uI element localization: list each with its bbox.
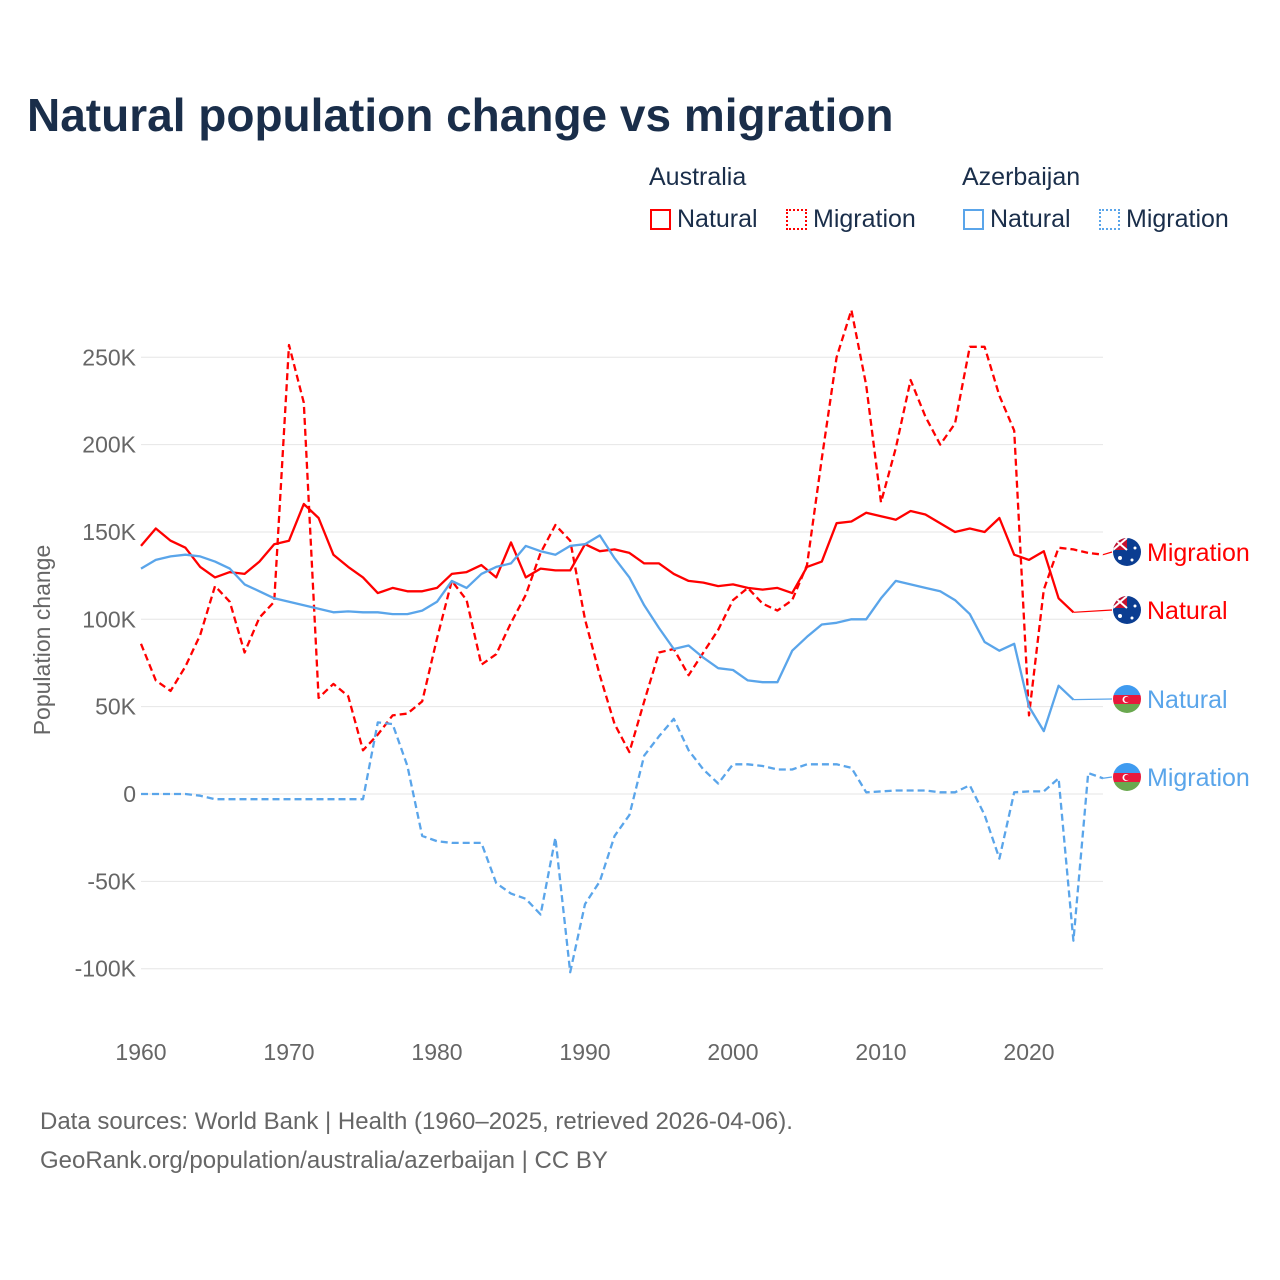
series-connector [1073, 698, 1113, 701]
legend-label: Migration [813, 205, 916, 233]
series-end-label: Natural [1147, 597, 1228, 625]
series-end-label: Migration [1147, 764, 1250, 792]
solid-swatch-icon [963, 209, 984, 230]
series-line-azerbaijan-natural [140, 534, 1075, 733]
series-end-label: Natural [1147, 686, 1228, 714]
flag-star [1133, 604, 1137, 608]
x-tick-label: 1990 [559, 1039, 610, 1065]
series-line-australia-natural [140, 502, 1075, 614]
flag-stripe-green [1113, 704, 1141, 713]
series-connector [1102, 776, 1113, 779]
y-tick-label: -50K [87, 868, 136, 894]
series-line-australia-migration [139, 308, 1104, 754]
y-tick-label: 250K [82, 344, 136, 370]
dotted-swatch-icon [786, 209, 807, 230]
legend-azerbaijan-natural[interactable]: Natural [963, 205, 1071, 234]
australia-flag-icon [1113, 596, 1141, 624]
flag-crescent-cut [1124, 696, 1130, 703]
y-tick-label: 0 [123, 781, 136, 807]
solid-swatch-icon [650, 209, 671, 230]
flag-star [1133, 546, 1137, 550]
y-tick-label: 200K [82, 432, 136, 458]
series-connector [1102, 551, 1113, 556]
x-tick-label: 2020 [1003, 1039, 1054, 1065]
legend-group-azerbaijan: Azerbaijan [962, 163, 1081, 191]
series-end-label: Migration [1147, 539, 1250, 567]
flag-crescent-cut [1124, 774, 1130, 781]
y-axis-label: Population change [29, 545, 55, 736]
flag-stripe-blue [1113, 763, 1141, 773]
australia-flag-icon [1113, 538, 1141, 566]
y-tick-label: 150K [82, 519, 136, 545]
x-tick-label: 1970 [263, 1039, 314, 1065]
flag-body [1113, 596, 1141, 624]
series-connector [1073, 609, 1113, 613]
chart-title: Natural population change vs migration [27, 89, 894, 141]
flag-body [1113, 538, 1141, 566]
flag-body [1113, 763, 1141, 791]
flag-stripe-green [1113, 782, 1141, 791]
y-tick-label: 50K [95, 694, 137, 720]
series-line-azerbaijan-migration [141, 717, 1104, 974]
legend-label: Migration [1126, 205, 1229, 233]
legend-australia-migration[interactable]: Migration [786, 205, 916, 234]
x-tick-label: 2010 [855, 1039, 906, 1065]
azerbaijan-flag-icon [1113, 685, 1141, 713]
legend-group-australia: Australia [649, 163, 747, 191]
legend-australia-natural[interactable]: Natural [650, 205, 758, 234]
flag-stripe-blue [1113, 685, 1141, 695]
x-tick-label: 1980 [411, 1039, 462, 1065]
dotted-swatch-icon [1099, 209, 1120, 230]
flag-star [1130, 616, 1134, 620]
x-tick-label: 1960 [115, 1039, 166, 1065]
azerbaijan-flag-icon [1113, 763, 1141, 791]
footer-sources: Data sources: World Bank | Health (1960–… [40, 1108, 793, 1135]
x-tick-label: 2000 [707, 1039, 758, 1065]
flag-star [1130, 558, 1134, 562]
legend-label: Natural [677, 205, 758, 233]
flag-star [1118, 556, 1122, 560]
y-tick-label: -100K [75, 956, 137, 982]
legend-label: Natural [990, 205, 1071, 233]
flag-star [1118, 614, 1122, 618]
y-tick-label: 100K [82, 606, 136, 632]
footer-attribution[interactable]: GeoRank.org/population/australia/azerbai… [40, 1147, 608, 1174]
flag-body [1113, 685, 1141, 713]
legend-azerbaijan-migration[interactable]: Migration [1099, 205, 1229, 234]
